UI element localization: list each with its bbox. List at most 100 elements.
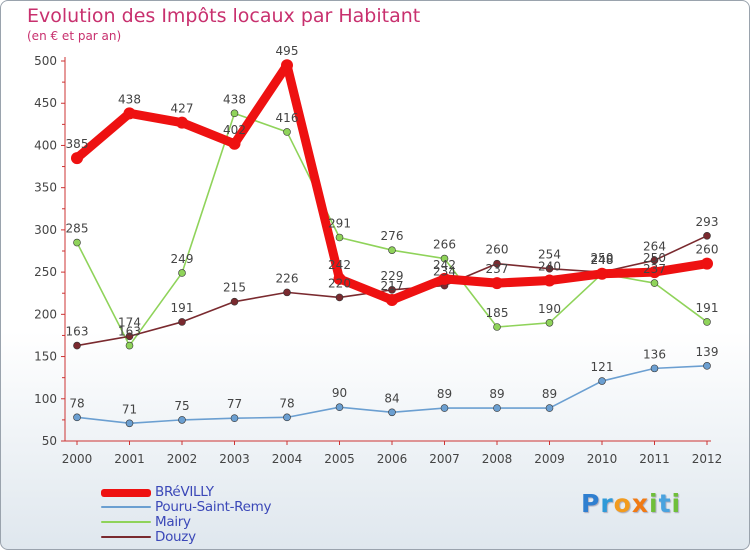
data-label: 163 (66, 325, 89, 339)
x-tick-label: 2008 (482, 452, 513, 466)
data-point (230, 297, 239, 306)
legend-swatch-brevilly (101, 489, 151, 497)
data-label: 438 (118, 92, 141, 106)
data-point (71, 152, 83, 165)
data-label: 215 (223, 281, 246, 295)
data-point (335, 233, 344, 242)
data-label: 71 (122, 402, 137, 416)
data-point (178, 269, 186, 277)
data-point (491, 277, 503, 290)
y-tick-label: 400 (34, 138, 57, 152)
data-point (178, 318, 186, 326)
data-label: 495 (276, 44, 299, 58)
y-tick-label: 300 (34, 223, 57, 237)
data-label: 438 (223, 92, 246, 106)
data-label: 264 (643, 239, 666, 253)
data-label: 191 (696, 301, 719, 315)
data-point (493, 404, 501, 412)
y-tick-label: 450 (34, 96, 57, 110)
data-label: 285 (66, 222, 89, 236)
x-tick-label: 2006 (377, 452, 408, 466)
y-tick-label: 500 (34, 54, 57, 68)
data-point (650, 256, 659, 265)
data-point (596, 267, 608, 280)
data-point (386, 293, 398, 306)
data-label: 248 (591, 253, 614, 267)
data-point (545, 264, 554, 273)
x-tick-label: 2000 (62, 452, 93, 466)
data-point (598, 377, 606, 385)
data-label: 229 (381, 269, 404, 283)
data-point (283, 413, 291, 422)
legend-label: BRéVILLY (155, 484, 214, 500)
x-tick-label: 2005 (324, 452, 355, 466)
legend-item: Pouru-Saint-Remy (101, 499, 361, 515)
legend-item: BRéVILLY (101, 484, 361, 500)
data-label: 260 (696, 243, 719, 257)
y-tick-label: 200 (34, 307, 57, 321)
data-label: 260 (486, 243, 509, 257)
data-point (703, 318, 711, 326)
data-point (545, 404, 554, 412)
legend-label: Pouru-Saint-Remy (155, 499, 272, 515)
data-label: 163 (118, 325, 141, 339)
data-label: 136 (643, 347, 666, 361)
data-point (650, 364, 659, 373)
data-point (440, 404, 449, 412)
x-tick-label: 2012 (692, 452, 723, 466)
legend-swatch-pouru (101, 506, 151, 508)
x-tick-label: 2010 (587, 452, 618, 466)
legend-swatch-douzy (101, 536, 151, 538)
data-label: 402 (223, 123, 246, 137)
data-point (73, 238, 81, 247)
data-label: 250 (643, 251, 666, 265)
x-tick-label: 2009 (534, 452, 565, 466)
chart-subtitle: (en € et par an) (27, 29, 122, 43)
x-tick-label: 2007 (429, 452, 460, 466)
legend-item: Mairy (101, 514, 361, 530)
data-label: 78 (279, 396, 294, 410)
data-label: 139 (696, 345, 719, 359)
data-label: 266 (433, 238, 456, 252)
data-point (73, 341, 81, 350)
data-point (545, 318, 554, 327)
data-point (73, 413, 81, 422)
data-point (123, 107, 136, 120)
data-label: 254 (538, 248, 561, 262)
data-point (283, 128, 291, 136)
data-label: 250 (591, 251, 614, 265)
data-point (438, 272, 451, 285)
data-label: 293 (696, 215, 719, 229)
data-label: 89 (542, 387, 557, 401)
data-point (703, 232, 711, 240)
data-label: 174 (118, 315, 141, 329)
data-label: 77 (227, 397, 242, 411)
data-point (440, 254, 449, 263)
data-label: 75 (174, 399, 189, 413)
legend-label: Douzy (155, 529, 196, 545)
data-label: 385 (66, 137, 89, 151)
data-point (388, 408, 396, 417)
data-point (493, 259, 501, 268)
data-label: 217 (381, 279, 404, 293)
x-tick-label: 2001 (114, 452, 145, 466)
data-point (230, 414, 239, 423)
data-label: 249 (171, 252, 194, 266)
data-point (703, 362, 711, 370)
data-label: 242 (328, 258, 351, 272)
data-label: 220 (328, 276, 351, 290)
data-label: 185 (486, 306, 509, 320)
data-label: 89 (437, 387, 452, 401)
data-point (283, 288, 291, 297)
data-label: 191 (171, 301, 194, 315)
y-tick-label: 100 (34, 392, 57, 406)
data-point (281, 59, 293, 72)
data-label: 276 (381, 229, 404, 243)
data-point (335, 293, 344, 302)
data-point (648, 266, 661, 279)
x-tick-label: 2004 (272, 452, 303, 466)
data-label: 237 (486, 262, 509, 276)
data-point (388, 246, 396, 254)
